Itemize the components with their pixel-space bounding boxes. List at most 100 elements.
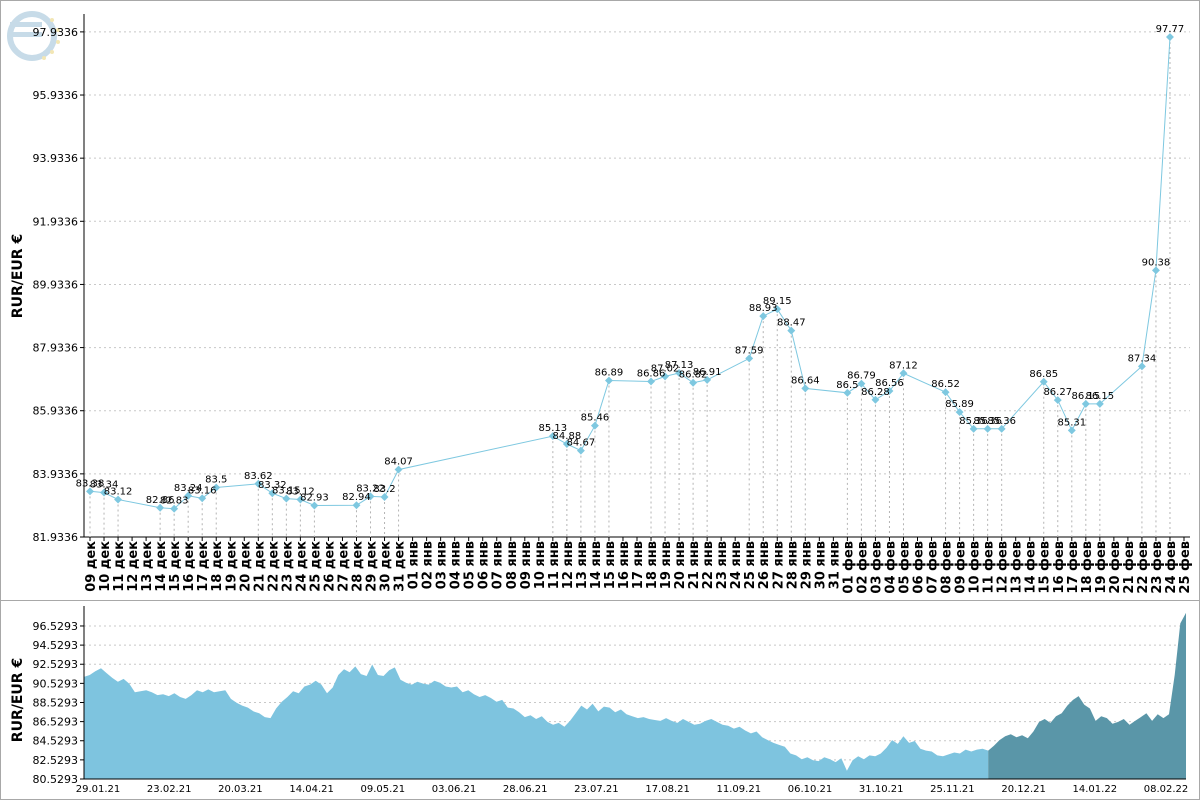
navigator-x-tick-label: 20.03.21 [218,784,263,795]
y-tick-label: 81.9336 [33,531,79,544]
data-point[interactable] [871,395,880,404]
data-point[interactable] [773,305,782,314]
x-tick-label: 31 янв [827,541,842,589]
data-point[interactable] [857,379,866,388]
x-tick-label: 11 фев [982,541,997,594]
x-tick-label: 17 дек [196,541,211,592]
data-point[interactable] [212,483,221,492]
data-label: 83.22 [356,483,385,494]
data-point[interactable] [548,432,557,441]
data-point[interactable] [983,424,992,433]
data-point[interactable] [282,494,291,503]
data-label: 88.93 [749,303,778,314]
data-point[interactable] [941,388,950,397]
navigator-selected-range[interactable] [988,612,1186,779]
x-tick-label: 12 фев [996,541,1011,594]
y-tick-label: 93.9336 [33,152,79,165]
data-point[interactable] [689,378,698,387]
x-tick-label: 27 дек [336,541,351,592]
x-tick-label: 29 янв [799,541,814,589]
x-tick-label: 06 фев [912,541,927,594]
data-point[interactable] [184,491,193,500]
data-label: 83.34 [90,480,119,491]
data-point[interactable] [801,384,810,393]
data-point[interactable] [394,465,403,474]
data-label: 82.83 [160,496,189,507]
x-tick-label: 23 янв [715,541,730,589]
data-label: 87.34 [1128,353,1157,364]
x-tick-label: 15 фев [1038,541,1053,594]
data-point[interactable] [254,479,263,488]
main-drop-lines [89,37,1171,537]
data-label: 86.27 [1043,387,1072,398]
x-tick-label: 30 дек [379,541,394,592]
data-label: 87.02 [651,363,680,374]
data-point[interactable] [843,388,852,397]
data-label: 85.13 [539,423,568,434]
x-tick-label: 31 дек [393,541,408,592]
navigator-x-tick-label: 23.02.21 [147,784,192,795]
data-point[interactable] [899,369,908,378]
data-label: 83.24 [174,483,203,494]
x-tick-label: 20 фев [1108,541,1123,594]
data-point[interactable] [352,501,361,510]
x-tick-label: 01 янв [407,541,422,589]
data-label: 87.12 [889,360,918,371]
data-point[interactable] [366,492,375,501]
navigator-x-tick-label: 03.06.21 [432,784,477,795]
data-label: 97.77 [1156,24,1185,35]
data-label: 83.12 [286,487,315,498]
data-label: 84.07 [384,457,413,468]
data-point[interactable] [703,375,712,384]
data-point[interactable] [380,493,389,501]
x-tick-label: 18 янв [645,541,660,589]
x-tick-label: 15 янв [603,541,618,589]
data-label: 83.2 [373,484,395,495]
data-point[interactable] [590,421,599,430]
data-point[interactable] [296,495,305,504]
data-point[interactable] [997,424,1006,433]
x-tick-label: 10 дек [98,541,113,592]
x-tick-label: 28 янв [785,541,800,589]
x-tick-label: 03 фев [869,541,884,594]
data-label: 85.46 [581,413,610,424]
navigator-x-tick-label: 20.12.21 [1001,784,1046,795]
x-tick-label: 21 янв [687,541,702,589]
y-tick-label: 97.9336 [33,26,79,39]
data-label: 86.15 [1086,391,1115,402]
data-label: 86.82 [679,370,708,381]
x-tick-label: 16 дек [182,541,197,592]
x-tick-label: 05 янв [463,541,478,589]
x-tick-label: 10 фев [968,541,983,594]
x-tick-label: 07 янв [491,541,506,589]
main-axes [83,14,1190,538]
data-point[interactable] [268,489,277,498]
data-point[interactable] [745,354,754,363]
data-point[interactable] [1151,266,1160,275]
main-y-ticks: 81.9336 83.9336 85.9336 87.9336 89.9336 91.93… [33,26,84,544]
data-point[interactable] [310,501,319,510]
data-point[interactable] [647,377,655,386]
data-label: 83.32 [258,480,287,491]
data-label: 86.15 [1072,391,1101,402]
data-label: 86.85 [1029,369,1058,380]
main-x-ticks: 09 дек 10 дек 11 дек 12 дек 13 дек 14 дек 15 д… [84,537,1193,594]
data-label: 87.59 [735,345,764,356]
navigator-x-tick-label: 28.06.21 [503,784,548,795]
data-label: 85.36 [987,416,1016,427]
x-tick-label: 19 дек [224,541,239,592]
data-point[interactable] [156,503,165,512]
y-tick-label: 96.5293 [33,620,79,633]
data-point[interactable] [198,494,207,503]
data-point[interactable] [576,446,585,455]
x-tick-label: 13 дек [140,541,155,592]
data-label: 83.5 [205,475,227,486]
x-tick-label: 11 дек [112,541,127,592]
navigator-area [84,664,989,779]
y-tick-label: 87.9336 [33,342,79,355]
x-tick-label: 16 фев [1052,541,1067,594]
data-label: 84.67 [567,438,596,449]
x-tick-label: 28 дек [350,541,365,592]
navigator-x-tick-label: 14.04.21 [289,784,334,795]
